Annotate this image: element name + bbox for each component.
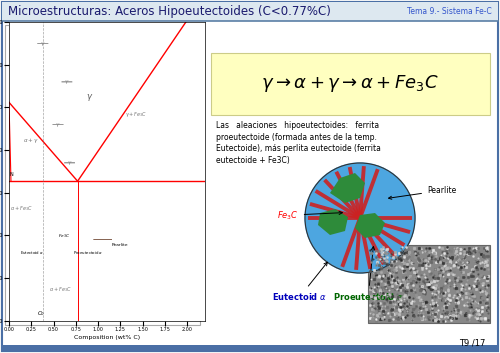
FancyBboxPatch shape [368,245,490,323]
Circle shape [305,163,415,273]
Text: $\gamma$: $\gamma$ [86,92,93,103]
Text: Eutectoide), más perlita eutectoide (ferrita: Eutectoide), más perlita eutectoide (fer… [216,144,381,153]
Text: $\alpha+Fe_3C$: $\alpha+Fe_3C$ [49,286,72,294]
Text: $\gamma$: $\gamma$ [64,78,70,86]
Text: $\alpha+Fe_3C$: $\alpha+Fe_3C$ [10,204,32,213]
Text: Pearlite: Pearlite [388,186,456,199]
Text: Tema 9.- Sistema Fe-C: Tema 9.- Sistema Fe-C [407,7,492,17]
Text: $\gamma+Fe_3C$: $\gamma+Fe_3C$ [125,110,147,119]
Text: proeutectoide (formada antes de la temp.: proeutectoide (formada antes de la temp. [216,132,377,142]
Text: T9 /17: T9 /17 [458,339,485,348]
Text: $C_0$: $C_0$ [37,310,45,318]
Text: eutectoide + Fe3C): eutectoide + Fe3C) [216,156,290,164]
Text: Eutectoid $\alpha$: Eutectoid $\alpha$ [20,250,44,257]
FancyBboxPatch shape [211,53,490,115]
FancyBboxPatch shape [2,345,498,351]
Polygon shape [355,213,385,238]
Text: Proeutectoid $\alpha$: Proeutectoid $\alpha$ [73,250,104,257]
Text: $\alpha+\gamma$: $\alpha+\gamma$ [24,136,39,144]
X-axis label: Composition (wt% C): Composition (wt% C) [74,335,140,340]
Text: Pearlite: Pearlite [112,243,128,247]
Polygon shape [318,209,348,235]
Text: $\gamma$: $\gamma$ [56,120,61,128]
FancyBboxPatch shape [2,2,498,21]
Text: $Fe_3C$: $Fe_3C$ [58,232,70,240]
Text: $\gamma \rightarrow \alpha + \gamma \rightarrow \alpha + Fe_3C$: $\gamma \rightarrow \alpha + \gamma \rig… [261,72,439,94]
Polygon shape [330,173,365,203]
Text: $\gamma$: $\gamma$ [67,159,72,167]
Text: N: N [10,172,14,177]
Text: Eutectoid $\alpha$: Eutectoid $\alpha$ [272,262,328,302]
Text: $\gamma$: $\gamma$ [40,40,46,48]
Text: Microestructuras: Aceros Hipoeutectoides (C<0.77%C): Microestructuras: Aceros Hipoeutectoides… [8,6,331,18]
FancyBboxPatch shape [5,25,200,325]
Text: Las   aleaciones   hipoeutectoides:   ferrita: Las aleaciones hipoeutectoides: ferrita [216,121,379,130]
Text: Proeutectoid $\alpha$: Proeutectoid $\alpha$ [332,247,404,302]
Text: $Fe_3C$: $Fe_3C$ [277,209,342,221]
